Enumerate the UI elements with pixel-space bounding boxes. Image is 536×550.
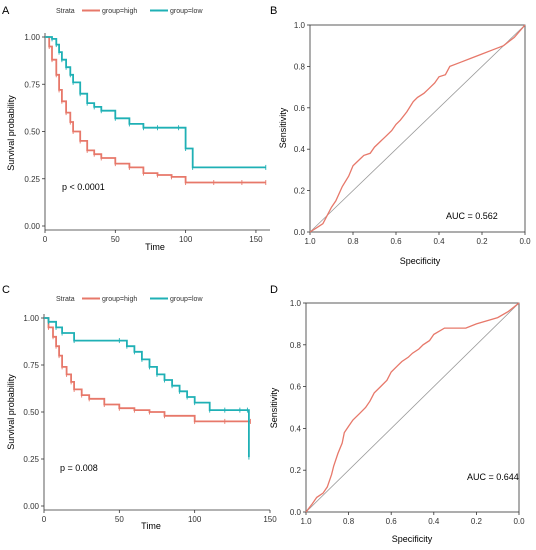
x-axis-label: Time <box>145 242 165 252</box>
tick-layer: 0.0 0.2 0.4 0.6 0.8 1.0 1.0 0.8 0.6 0.4 0.2 0.0 <box>290 299 525 526</box>
y-tick-label: 0.6 <box>290 383 302 392</box>
y-tick-label: 0.0 <box>294 228 306 237</box>
panel-c: Strata group=high group=low 0.00 0.25 0.50… <box>6 296 277 531</box>
y-tick-label: 0.25 <box>23 455 39 464</box>
y-tick-label: 0.0 <box>290 508 302 517</box>
y-tick-label: 0.50 <box>24 128 40 137</box>
y-tick-label: 1.0 <box>294 21 306 30</box>
reference-diagonal <box>305 302 520 513</box>
legend-label-high: group=high <box>102 296 137 303</box>
auc-label: AUC = 0.562 <box>446 211 498 221</box>
legend-label-low: group=low <box>170 296 203 303</box>
tick-layer: 0.0 0.2 0.4 0.6 0.8 1.0 1.0 0.8 0.6 0.4 0.2 0.0 <box>294 21 531 246</box>
legend-label-low: group=low <box>170 8 203 15</box>
y-tick-label: 0.75 <box>24 80 40 89</box>
panel-letter-d: D <box>270 284 278 296</box>
series-layer <box>309 24 526 233</box>
panel-a: Strata group=high group=low 0.00 0.25 0.50… <box>6 8 270 252</box>
legend-title: Strata <box>56 8 75 15</box>
auc-label: AUC = 0.644 <box>467 472 519 482</box>
panel-letter-b: B <box>270 5 277 17</box>
y-tick-label: 0.8 <box>290 341 302 350</box>
roc-curve-line <box>309 24 526 233</box>
y-tick-label: 0.6 <box>294 104 306 113</box>
series-layer <box>44 317 251 460</box>
x-tick-label: 0.6 <box>390 237 402 246</box>
x-tick-label: 100 <box>179 235 193 244</box>
plot-frame <box>309 24 526 233</box>
x-tick-label: 50 <box>111 235 120 244</box>
reference-diagonal <box>309 24 526 233</box>
panel-letter-a: A <box>2 5 10 17</box>
survival-curve-low <box>45 36 266 169</box>
y-tick-label: 1.00 <box>24 33 40 42</box>
y-tick-label: 0.4 <box>290 424 302 433</box>
y-tick-label: 1.0 <box>290 299 302 308</box>
y-tick-label: 0.2 <box>290 466 302 475</box>
x-tick-label: 0 <box>43 235 48 244</box>
y-tick-label: 0.2 <box>294 187 306 196</box>
x-tick-label: 0.4 <box>433 237 445 246</box>
x-tick-label: 150 <box>249 235 263 244</box>
y-tick-label: 0.25 <box>24 175 40 184</box>
series-layer <box>305 302 520 513</box>
x-tick-label: 0.2 <box>471 517 483 526</box>
legend-title: Strata <box>56 296 75 303</box>
survival-curve-high <box>45 36 266 184</box>
x-tick-label: 50 <box>115 515 124 524</box>
y-axis-label: Sensitivity <box>278 107 288 148</box>
x-tick-label: 0.6 <box>386 517 398 526</box>
y-tick-label: 0.00 <box>24 222 40 231</box>
y-tick-label: 0.75 <box>23 361 39 370</box>
tick-layer: 0.00 0.25 0.50 0.75 1.00 0 50 100 150 <box>24 33 270 244</box>
panel-b: 0.0 0.2 0.4 0.6 0.8 1.0 1.0 0.8 0.6 0.4 0.2 0.0 AUC… <box>278 21 531 266</box>
x-tick-label: 1.0 <box>300 517 312 526</box>
series-layer <box>45 36 267 186</box>
y-tick-label: 0.8 <box>294 62 306 71</box>
x-axis-label: Time <box>141 521 161 531</box>
y-tick-label: 0.4 <box>294 145 306 154</box>
x-tick-label: 0.8 <box>347 237 359 246</box>
survival-curve-high <box>44 317 251 423</box>
x-tick-label: 0.4 <box>428 517 440 526</box>
x-tick-label: 150 <box>263 515 277 524</box>
x-axis-label: Specificity <box>400 256 441 266</box>
y-tick-label: 0.00 <box>23 502 39 511</box>
x-tick-label: 0.0 <box>519 237 531 246</box>
y-axis-label: Survival probability <box>6 374 16 450</box>
tick-layer: 0.00 0.25 0.50 0.75 1.00 0 50 100 150 <box>23 314 277 524</box>
panel-d: 0.0 0.2 0.4 0.6 0.8 1.0 1.0 0.8 0.6 0.4 0.2 0.0 AUC… <box>269 299 525 544</box>
x-axis-label: Specificity <box>392 534 433 544</box>
x-tick-label: 0 <box>42 515 47 524</box>
x-tick-label: 1.0 <box>304 237 316 246</box>
panel-letter-c: C <box>2 284 10 296</box>
x-tick-label: 0.2 <box>476 237 488 246</box>
y-axis-label: Sensitivity <box>269 387 279 428</box>
p-value-label: p < 0.0001 <box>62 182 105 192</box>
y-axis-label: Survival probability <box>6 95 16 171</box>
x-tick-label: 0.0 <box>513 517 525 526</box>
plot-frame <box>305 302 520 513</box>
x-tick-label: 0.8 <box>343 517 355 526</box>
y-tick-label: 1.00 <box>23 314 39 323</box>
p-value-label: p = 0.008 <box>60 463 98 473</box>
x-tick-label: 100 <box>188 515 202 524</box>
y-tick-label: 0.50 <box>23 408 39 417</box>
legend-label-high: group=high <box>102 8 137 15</box>
roc-curve-line <box>305 302 520 513</box>
